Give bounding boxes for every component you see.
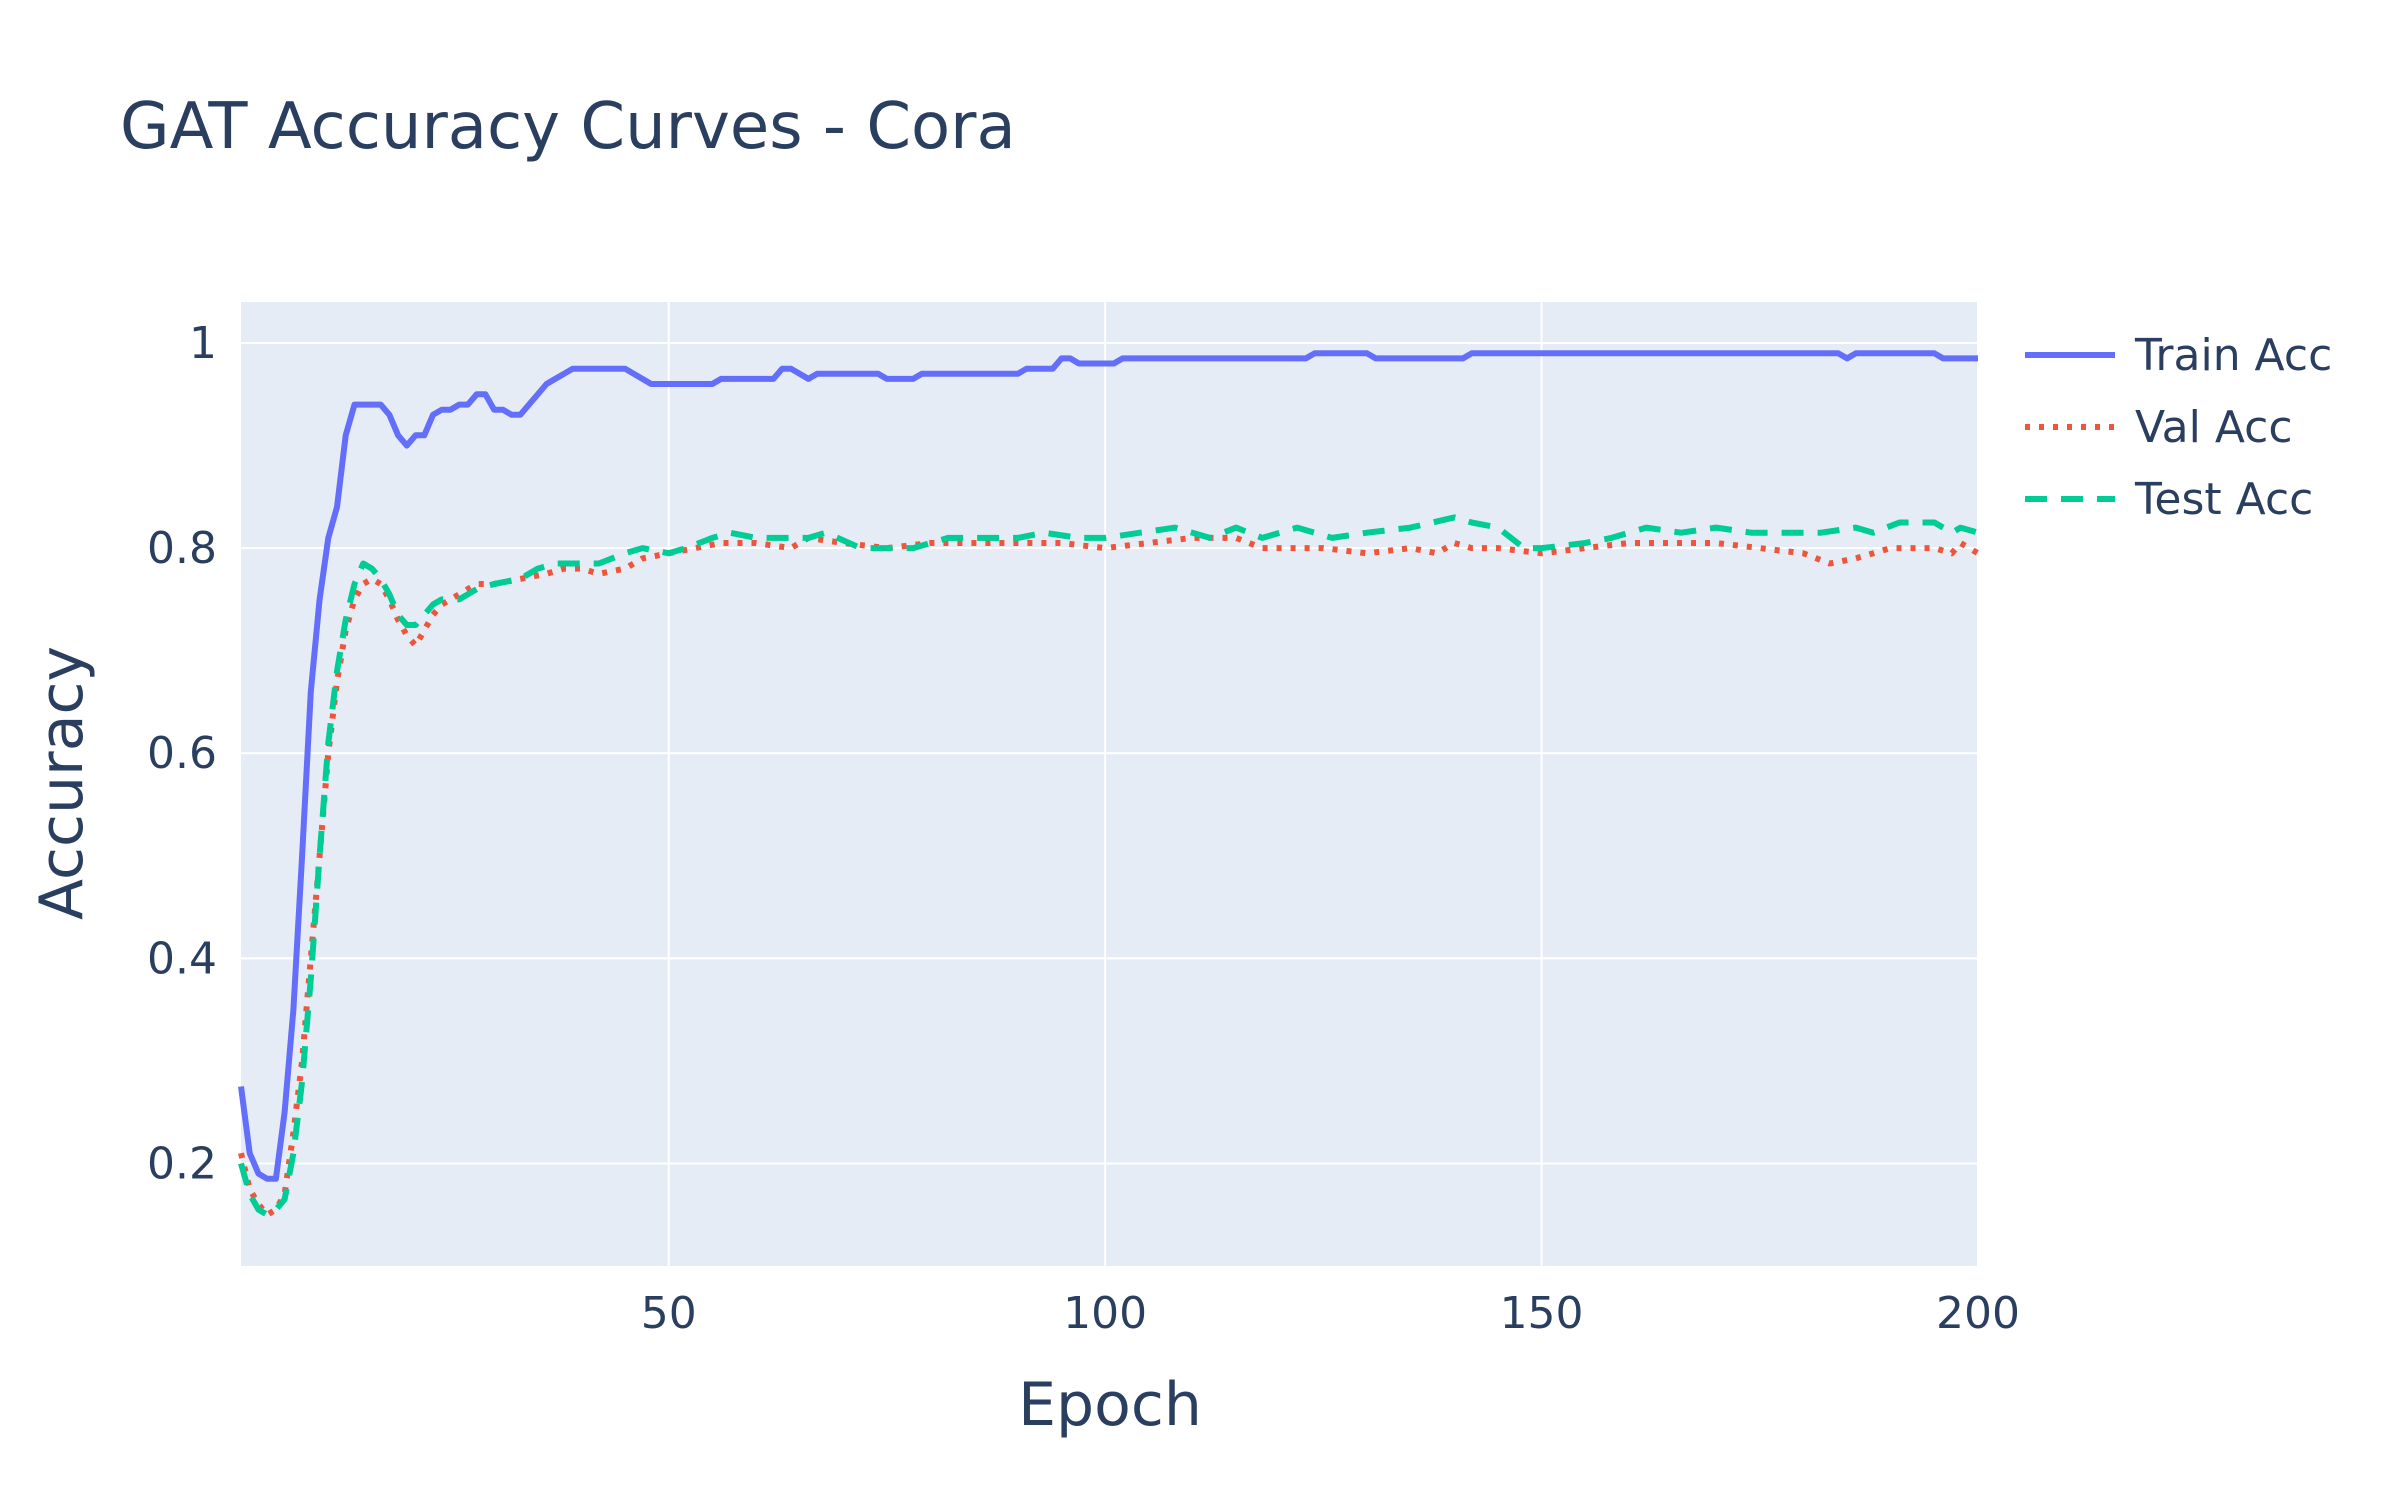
y-tick-label: 0.4 (147, 933, 217, 984)
series-line-test-acc (238, 514, 1979, 1218)
y-axis-title: Accuracy (27, 646, 97, 920)
series-lines (238, 350, 1980, 1218)
legend-item-test-acc[interactable]: Test Acc (2025, 474, 2313, 525)
plot-area (241, 302, 1978, 1266)
x-axis-title: Epoch (1018, 1370, 1202, 1440)
legend-item-train-acc[interactable]: Train Acc (2025, 330, 2332, 381)
legend[interactable]: Train Acc Val Acc Test Acc (2025, 330, 2332, 525)
legend-label: Train Acc (2134, 330, 2332, 381)
x-tick-label: 50 (641, 1288, 697, 1339)
legend-label: Val Acc (2135, 402, 2293, 453)
y-tick-label: 0.2 (147, 1138, 217, 1189)
grid-lines (241, 302, 1979, 1266)
y-tick-label: 0.8 (147, 523, 217, 574)
x-tick-label: 100 (1063, 1288, 1147, 1339)
x-tick-label: 200 (1936, 1288, 2020, 1339)
y-axis-ticks: 0.2 0.4 0.6 0.8 1 (147, 318, 217, 1189)
series-line-train-acc (238, 350, 1978, 1182)
x-axis-ticks: 50 100 150 200 (641, 1288, 2020, 1339)
y-tick-label: 0.6 (147, 728, 217, 779)
chart-title: GAT Accuracy Curves - Cora (120, 90, 1016, 164)
legend-label: Test Acc (2134, 474, 2313, 525)
legend-item-val-acc[interactable]: Val Acc (2025, 402, 2293, 453)
y-tick-label: 1 (189, 318, 217, 369)
x-tick-label: 150 (1500, 1288, 1584, 1339)
